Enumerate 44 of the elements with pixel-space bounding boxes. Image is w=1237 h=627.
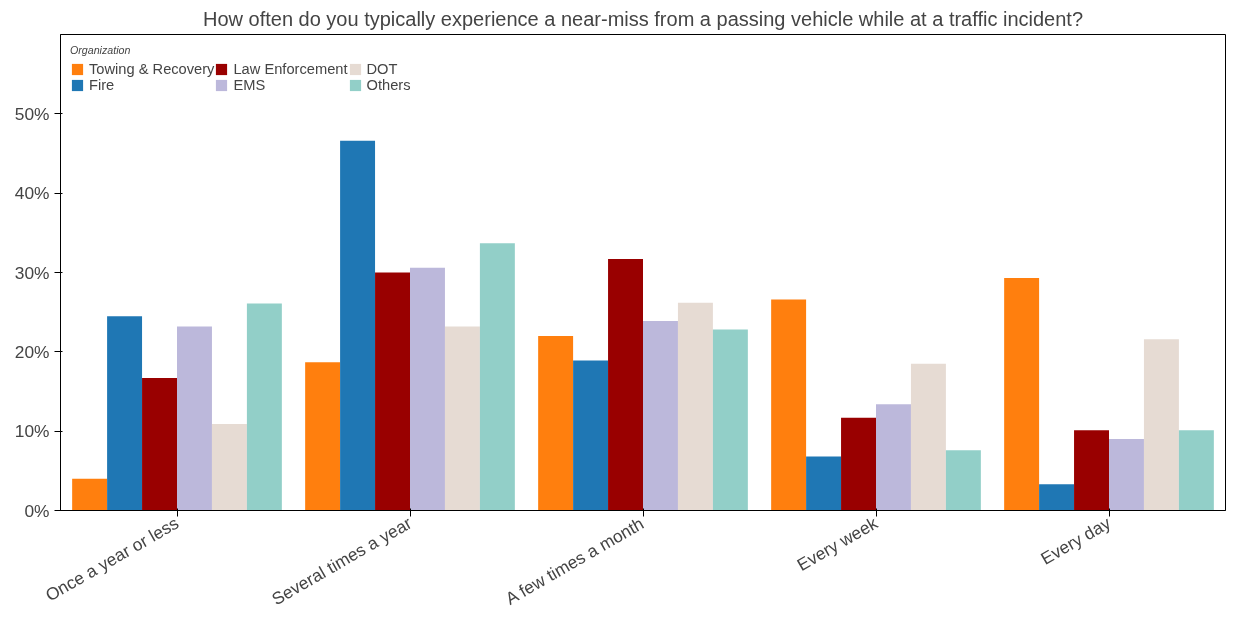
- bar: [643, 320, 678, 511]
- bar: [538, 335, 574, 511]
- bar: [177, 326, 212, 511]
- bar: [945, 450, 981, 511]
- legend-label: Fire: [89, 77, 115, 93]
- y-tick-label: 30%: [14, 262, 50, 283]
- bar: [340, 140, 376, 511]
- bar: [246, 303, 282, 511]
- bar: [211, 424, 247, 511]
- bar: [910, 363, 946, 511]
- bar: [142, 378, 177, 511]
- bar: [1178, 430, 1214, 511]
- bar: [444, 326, 480, 511]
- y-tick-label: 20%: [14, 341, 50, 362]
- bar: [1074, 430, 1109, 511]
- legend-title: Organization: [70, 44, 132, 56]
- bar: [806, 456, 842, 511]
- bar: [608, 259, 643, 511]
- bar: [479, 243, 515, 511]
- bar: [375, 272, 410, 511]
- y-tick-label: 10%: [14, 421, 50, 442]
- legend-label: Law Enforcement: [233, 61, 348, 77]
- chart-title: How often do you typically experience a near-miss from a passing vehicle while at a traffic incident?: [202, 7, 1084, 30]
- y-tick-label: 0%: [24, 500, 50, 521]
- legend-label: Others: [366, 77, 411, 93]
- bar: [841, 417, 876, 511]
- bar: [771, 299, 807, 511]
- legend-label: EMS: [233, 77, 266, 93]
- y-tick-label: 40%: [14, 183, 50, 204]
- bar: [573, 360, 609, 511]
- legend-label: Towing & Recovery: [89, 61, 215, 77]
- legend-label: DOT: [366, 61, 398, 77]
- bar: [712, 329, 748, 511]
- bar: [107, 316, 143, 511]
- bar: [876, 404, 911, 511]
- bar: [1109, 439, 1144, 511]
- bar: [72, 478, 108, 511]
- bar: [305, 362, 341, 511]
- bar: [1143, 339, 1179, 511]
- bar: [410, 267, 445, 511]
- y-tick-label: 50%: [14, 103, 50, 124]
- bar: [1004, 278, 1040, 511]
- bar: [1039, 484, 1075, 511]
- bar: [677, 302, 713, 511]
